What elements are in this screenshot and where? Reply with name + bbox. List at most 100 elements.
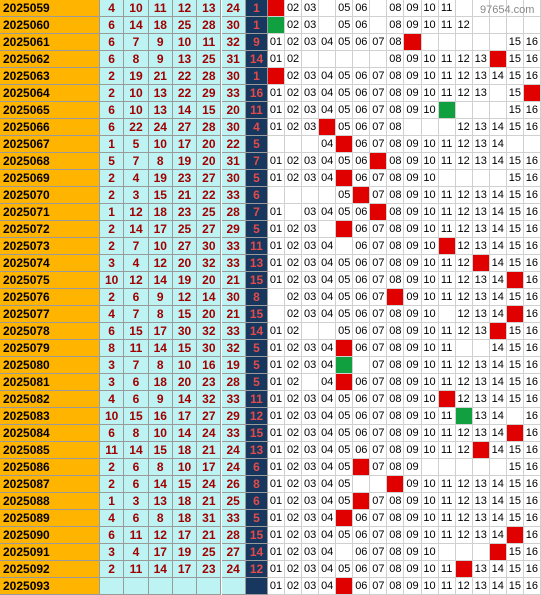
number-cell: 25 [172,221,198,238]
number-cell: 4 [124,255,149,272]
number-cell: 2 [100,85,125,102]
position-cell: 14 [489,374,507,391]
number-cell: 32 [197,391,222,408]
number-cell: 17 [172,136,198,153]
position-cell: 08 [387,272,405,289]
position-cell: 12 [455,51,473,68]
hit-marker: 08 [387,476,405,493]
blue-number-cell: 11 [246,102,268,119]
position-cell: 05 [336,187,354,204]
issue-cell: 2025092 [0,561,100,578]
number-cell: 18 [172,493,198,510]
number-cell: 13 [197,0,222,17]
position-cell: 07 [370,578,388,595]
position-cell [455,340,473,357]
number-cell: 31 [221,51,246,68]
position-cell: 15 [506,578,524,595]
position-cell: 01 [268,442,286,459]
position-cell: 16 [523,561,541,578]
number-cell: 2 [100,221,125,238]
issue-cell: 2025067 [0,136,100,153]
number-cell: 12 [172,289,198,306]
position-cell: 08 [387,374,405,391]
number-cell: 15 [172,340,198,357]
position-cell: 02 [285,255,303,272]
position-cell: 02 [285,340,303,357]
position-cell: 07 [370,527,388,544]
table-row: 2025070 2 3 15 21 22 33 6 05 06 07 08 09 10 11 12 13 14 15… [0,187,541,204]
position-cell: 08 [387,238,405,255]
number-cell: 3 [100,357,125,374]
number-cell: 33 [221,187,246,204]
position-cell: 11 [438,340,456,357]
position-cell [455,102,473,119]
position-cell: 08 [387,204,405,221]
position-cell: 08 [387,68,405,85]
position-cell [455,170,473,187]
position-cell: 08 [387,527,405,544]
number-cell: 31 [197,510,222,527]
position-cell: 13 [472,561,490,578]
number-cell: 6 [124,476,149,493]
position-cell [489,102,507,119]
number-cell: 17 [148,323,173,340]
position-cell: 13 [472,68,490,85]
position-cell: 06 [353,68,371,85]
position-cell: 01 [268,51,286,68]
issue-cell: 2025077 [0,306,100,323]
position-cell [336,51,354,68]
position-cell: 05 [336,272,354,289]
position-cell: 03 [302,238,320,255]
position-cell: 12 [455,289,473,306]
number-cell: 33 [221,391,246,408]
position-cell: 12 [455,442,473,459]
position-cell [506,0,524,17]
number-cell: 30 [197,340,222,357]
position-cell: 11 [438,476,456,493]
number-cell: 21 [172,187,198,204]
position-cell: 12 [455,357,473,374]
position-cell: 15 [506,544,524,561]
position-cell: 16 [523,153,541,170]
position-cell: 10 [421,527,439,544]
position-cell: 12 [455,510,473,527]
number-cell: 2 [100,238,125,255]
position-cell: 03 [302,408,320,425]
position-cell: 07 [370,408,388,425]
position-cell: 16 [523,323,541,340]
position-cell [455,459,473,476]
blue-number-cell: 13 [246,442,268,459]
number-cell: 7 [124,306,149,323]
position-cell: 11 [438,289,456,306]
number-cell: 32 [221,34,246,51]
blue-number-cell: 15 [246,306,268,323]
number-cell: 21 [197,527,222,544]
hit-marker: 01 [268,0,286,17]
number-cell: 5 [124,136,149,153]
table-row: 2025076 2 6 9 12 14 30 8 02 03 04 05 06 07 08 09 10 11 12 1… [0,289,541,306]
position-cell: 14 [489,289,507,306]
position-cell: 01 [268,425,286,442]
number-cell: 28 [197,119,222,136]
number-cell: 15 [172,476,198,493]
number-cell: 25 [221,493,246,510]
table-row: 2025081 3 6 18 20 23 28 5 01 02 04 05 06 07 08 09 10 11 12… [0,374,541,391]
position-cell: 16 [523,578,541,595]
blue-number-cell: 12 [246,408,268,425]
position-cell: 02 [285,238,303,255]
position-cell: 01 [268,102,286,119]
number-cell: 18 [148,17,173,34]
position-cell: 15 [506,119,524,136]
position-cell [472,544,490,561]
position-cell: 11 [438,527,456,544]
number-cell: 4 [100,391,125,408]
position-cell: 11 [438,221,456,238]
position-cell: 05 [336,408,354,425]
issue-cell: 2025066 [0,119,100,136]
position-cell: 09 [404,578,422,595]
position-cell: 08 [387,170,405,187]
position-cell: 14 [489,68,507,85]
position-cell: 01 [268,221,286,238]
position-cell: 10 [421,204,439,221]
hit-marker: 06 [353,493,371,510]
